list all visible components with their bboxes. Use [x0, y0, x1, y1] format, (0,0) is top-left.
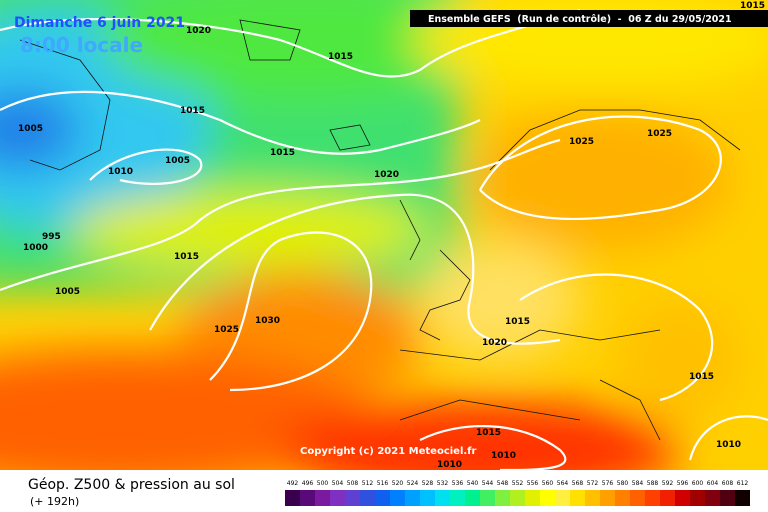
isobar-label: 1015	[689, 372, 714, 382]
isobar-label: 1005	[18, 124, 43, 134]
scale-label: 524	[407, 480, 419, 487]
scale-swatch	[735, 490, 750, 506]
scale-label: 500	[317, 480, 329, 487]
scale-label: 516	[377, 480, 389, 487]
coastlines	[19, 19, 741, 441]
date-label: Dimanche 6 juin 2021	[14, 15, 185, 31]
scale-label: 596	[677, 480, 689, 487]
isobar-label: 1010	[437, 460, 462, 470]
scale-swatch	[330, 490, 345, 506]
scale-label: 600	[692, 480, 704, 487]
scale-label: 552	[512, 480, 524, 487]
copyright: Copyright (c) 2021 Meteociel.fr	[300, 446, 477, 457]
scale-swatch	[615, 490, 630, 506]
scale-swatch	[420, 490, 435, 506]
scale-swatch	[345, 490, 360, 506]
scale-label: 532	[437, 480, 449, 487]
scale-swatch	[495, 490, 510, 506]
scale-swatch	[360, 490, 375, 506]
scale-label: 588	[647, 480, 659, 487]
isobar-label: 1005	[55, 287, 80, 297]
scale-label: 560	[542, 480, 554, 487]
scale-swatch	[315, 490, 330, 506]
scale-label: 544	[482, 480, 494, 487]
scale-label: 612	[737, 480, 749, 487]
scale-swatch	[375, 490, 390, 506]
scale-label: 576	[602, 480, 614, 487]
isobar-label: 1015	[174, 252, 199, 262]
footer-title: Géop. Z500 & pression au sol	[28, 477, 235, 493]
scale-label: 508	[347, 480, 359, 487]
isobar-label: 1015	[180, 106, 205, 116]
scale-swatch	[630, 490, 645, 506]
isobar-label: 1025	[569, 137, 594, 147]
scale-swatch	[285, 490, 300, 506]
scale-label: 556	[527, 480, 539, 487]
color-scale: 492 496 500 504 508 512 516 520 524 528 532 536 540 5…	[285, 480, 750, 506]
isobar-label: 1015	[328, 52, 353, 62]
scale-swatch	[570, 490, 585, 506]
isobar-label: 1000	[23, 243, 48, 253]
isobar-label: 1015	[740, 1, 765, 11]
isobar-label: 1005	[165, 156, 190, 166]
scale-swatch	[720, 490, 735, 506]
scale-label: 568	[572, 480, 584, 487]
isobars	[0, 8, 768, 472]
scale-swatch	[555, 490, 570, 506]
scale-label: 528	[422, 480, 434, 487]
isobar-label: 1015	[505, 317, 530, 327]
footer-lead: (+ 192h)	[30, 495, 79, 508]
scale-swatch	[510, 490, 525, 506]
scale-label: 580	[617, 480, 629, 487]
scale-swatch	[465, 490, 480, 506]
isobar-label: 1030	[255, 316, 280, 326]
isobar-label: 1020	[186, 26, 211, 36]
isobar-label: 1010	[108, 167, 133, 177]
scale-swatch	[585, 490, 600, 506]
model-label: Ensemble GEFS (Run de contrôle) - 06 Z d…	[428, 14, 732, 25]
model-banner	[410, 10, 768, 27]
isobar-label: 1025	[214, 325, 239, 335]
scale-label: 564	[557, 480, 569, 487]
scale-swatch	[690, 490, 705, 506]
scale-swatch	[435, 490, 450, 506]
scale-swatch	[660, 490, 675, 506]
scale-label: 492	[287, 480, 299, 487]
isobar-label: 995	[42, 232, 61, 242]
scale-label: 548	[497, 480, 509, 487]
isobar-label: 1025	[647, 129, 672, 139]
isobar-label: 1010	[491, 451, 516, 461]
isobar-label: 1020	[374, 170, 399, 180]
scale-label: 504	[332, 480, 344, 487]
scale-swatch	[390, 490, 405, 506]
scale-swatch	[450, 490, 465, 506]
scale-swatch	[480, 490, 495, 506]
scale-swatch	[645, 490, 660, 506]
scale-label: 520	[392, 480, 404, 487]
scale-label: 536	[452, 480, 464, 487]
isobar-labels: 1020 1015 1015 1005 1005 1015 1010 1020 …	[18, 1, 765, 470]
scale-label: 608	[722, 480, 734, 487]
scale-label: 572	[587, 480, 599, 487]
scale-label: 512	[362, 480, 374, 487]
scale-label: 604	[707, 480, 719, 487]
scale-swatch	[525, 490, 540, 506]
scale-swatch	[675, 490, 690, 506]
time-label: 8:00 locale	[20, 33, 143, 57]
scale-swatch	[705, 490, 720, 506]
scale-label: 496	[302, 480, 314, 487]
scale-swatch	[540, 490, 555, 506]
scale-swatch	[300, 490, 315, 506]
scale-label: 540	[467, 480, 479, 487]
isobar-label: 1015	[270, 148, 295, 158]
isobar-label: 1015	[476, 428, 501, 438]
scale-swatch	[405, 490, 420, 506]
isobar-label: 1010	[716, 440, 741, 450]
scale-swatch	[600, 490, 615, 506]
scale-label: 592	[662, 480, 674, 487]
scale-label: 584	[632, 480, 644, 487]
isobar-label: 1020	[482, 338, 507, 348]
